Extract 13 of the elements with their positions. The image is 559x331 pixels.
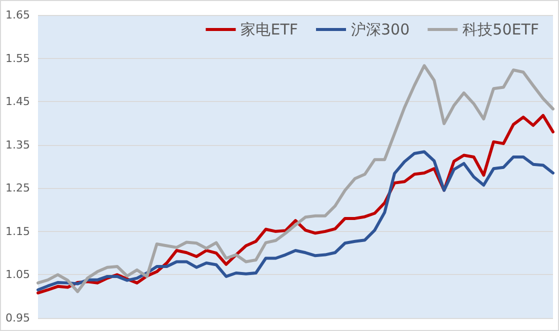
legend-label: 家电ETF — [240, 20, 298, 38]
line-series — [36, 64, 554, 294]
line-series — [36, 150, 554, 292]
y-tick-label: 1.35 — [6, 138, 30, 152]
y-tick-label: 1.25 — [6, 182, 30, 195]
y-tick-label: 1.65 — [6, 8, 30, 22]
legend-label: 沪深300 — [351, 20, 410, 38]
legend-label: 科技50ETF — [462, 20, 540, 38]
y-tick-label: 1.15 — [6, 224, 30, 238]
y-tick-label: 0.95 — [6, 312, 30, 324]
y-tick-label: 1.55 — [6, 52, 30, 65]
y-tick-label: 1.45 — [6, 95, 30, 108]
y-tick-label: 1.05 — [6, 268, 30, 282]
